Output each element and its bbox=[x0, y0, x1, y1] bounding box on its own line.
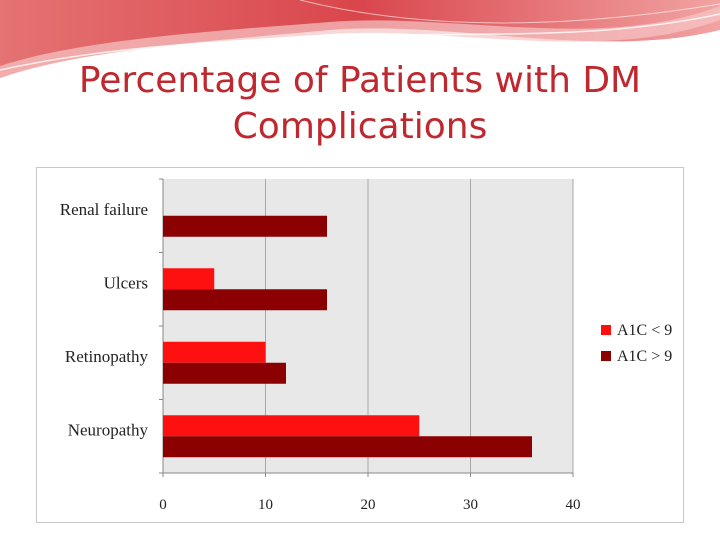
bar-a1c-lt-9 bbox=[163, 341, 266, 363]
category-label: Ulcers bbox=[104, 273, 148, 292]
bar-a1c-lt-9 bbox=[163, 415, 420, 437]
category-label: Retinopathy bbox=[65, 347, 149, 366]
category-label: Renal failure bbox=[60, 200, 148, 219]
x-tick-label: 20 bbox=[361, 497, 376, 513]
x-tick-label: 10 bbox=[258, 497, 273, 513]
x-tick-label: 0 bbox=[159, 497, 167, 513]
bar-a1c-gt-9 bbox=[163, 436, 532, 458]
x-tick-label: 40 bbox=[566, 497, 581, 513]
slide-title: Percentage of Patients with DM Complicat… bbox=[78, 60, 642, 147]
bar-a1c-gt-9 bbox=[163, 215, 327, 237]
legend-label: A1C < 9 bbox=[617, 322, 672, 339]
header-swoosh-highlight bbox=[0, 6, 720, 78]
bar-a1c-lt-9 bbox=[163, 268, 215, 290]
x-tick-label: 30 bbox=[463, 497, 478, 513]
legend-swatch bbox=[601, 325, 611, 335]
chart-frame: 0 10 20 30 40 Renal failure Ulcers Retinopathy N… bbox=[36, 167, 684, 523]
header-swoosh bbox=[0, 0, 720, 78]
bar-chart: 0 10 20 30 40 Renal failure Ulcers Retinopathy N… bbox=[60, 178, 672, 513]
category-label: Neuropathy bbox=[68, 420, 149, 439]
bar-a1c-gt-9 bbox=[163, 289, 327, 311]
bar-a1c-gt-9 bbox=[163, 362, 286, 384]
legend-label: A1C > 9 bbox=[617, 348, 672, 365]
legend-swatch bbox=[601, 351, 611, 361]
